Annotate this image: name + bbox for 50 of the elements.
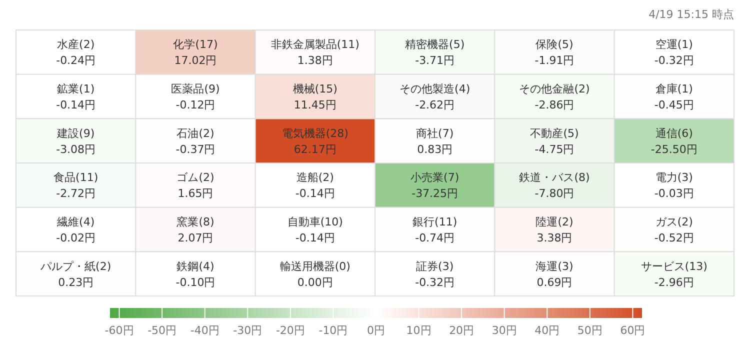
data-label: 化学(17) 17.02円 [173,38,218,68]
data-label: 建設(9) -3.08円 [56,126,96,156]
data-label: 通信(6) -25.50円 [650,126,698,156]
data-label: 電気機器(28) 62.17円 [282,126,348,156]
color-bar-label: 60円 [620,324,646,337]
data-label: 証券(3) -0.32円 [415,260,455,289]
data-label: 陸運(2) 3.38円 [536,216,574,244]
color-bar-label: -60円 [104,324,134,337]
color-bar-label: 30円 [492,324,517,337]
data-label: 窯業(8) 2.07円 [176,216,214,244]
data-label: 保険(5) -1.91円 [534,38,574,68]
data-label: 鉱業(1) -0.14円 [56,82,96,112]
color-bar-label: -40円 [190,324,220,337]
data-label: ガス(2) -0.52円 [654,216,694,244]
data-label: パルプ・紙(2) 0.23円 [40,260,112,289]
color-bar-label: -20円 [276,324,305,337]
data-label: 小売業(7) -37.25円 [410,171,460,200]
data-label: 不動産(5) -4.75円 [530,126,579,156]
data-label: 電力(3) -0.03円 [654,171,694,200]
data-label: 自動車(10) -0.14円 [287,216,343,244]
color-bar-label: 10円 [406,324,432,337]
color-bar-label: 20円 [449,324,474,337]
data-label: 海運(3) 0.69円 [536,260,574,289]
color-bar-label: 50円 [577,324,602,337]
chart-subtitle: 4/19 15:15 時点 [648,8,734,21]
data-label: 造船(2) -0.14円 [295,171,335,200]
data-label: 鉄道・バス(8) -7.80円 [519,171,590,200]
color-bar-label: -10円 [318,324,348,337]
color-bar-label: -30円 [233,324,262,337]
data-label: 鉄鋼(4) -0.10円 [176,260,216,289]
data-label: 食品(11) -2.72円 [54,171,98,200]
data-label: 石油(2) -0.37円 [176,126,216,156]
data-label: 倉庫(1) -0.45円 [654,82,694,112]
data-label: 銀行(11) -0.74円 [412,216,458,244]
data-label: 精密機器(5) -3.71円 [405,38,465,68]
data-label: 繊維(4) -0.02円 [56,216,96,244]
color-bar-label: 40円 [534,324,560,337]
color-bar-label: -50円 [148,324,177,337]
data-label: その他製造(4) -2.62円 [400,82,470,112]
data-label: 非鉄金属製品(11) 1.38円 [270,38,360,68]
data-label: その他金融(2) -2.86円 [519,82,590,112]
data-label: 輸送用機器(0) 0.00円 [280,260,350,289]
color-bar-label: 0円 [367,324,385,337]
data-label: ゴム(2) 1.65円 [176,171,214,200]
data-label: 空運(1) -0.32円 [654,38,694,68]
data-label: 水産(2) -0.24円 [56,38,96,68]
data-label: サービス(13) -2.96円 [640,260,708,289]
data-label: 商社(7) 0.83円 [416,126,454,156]
data-label: 医薬品(9) -0.12円 [171,82,220,112]
data-label: 機械(15) 11.45円 [292,82,338,112]
